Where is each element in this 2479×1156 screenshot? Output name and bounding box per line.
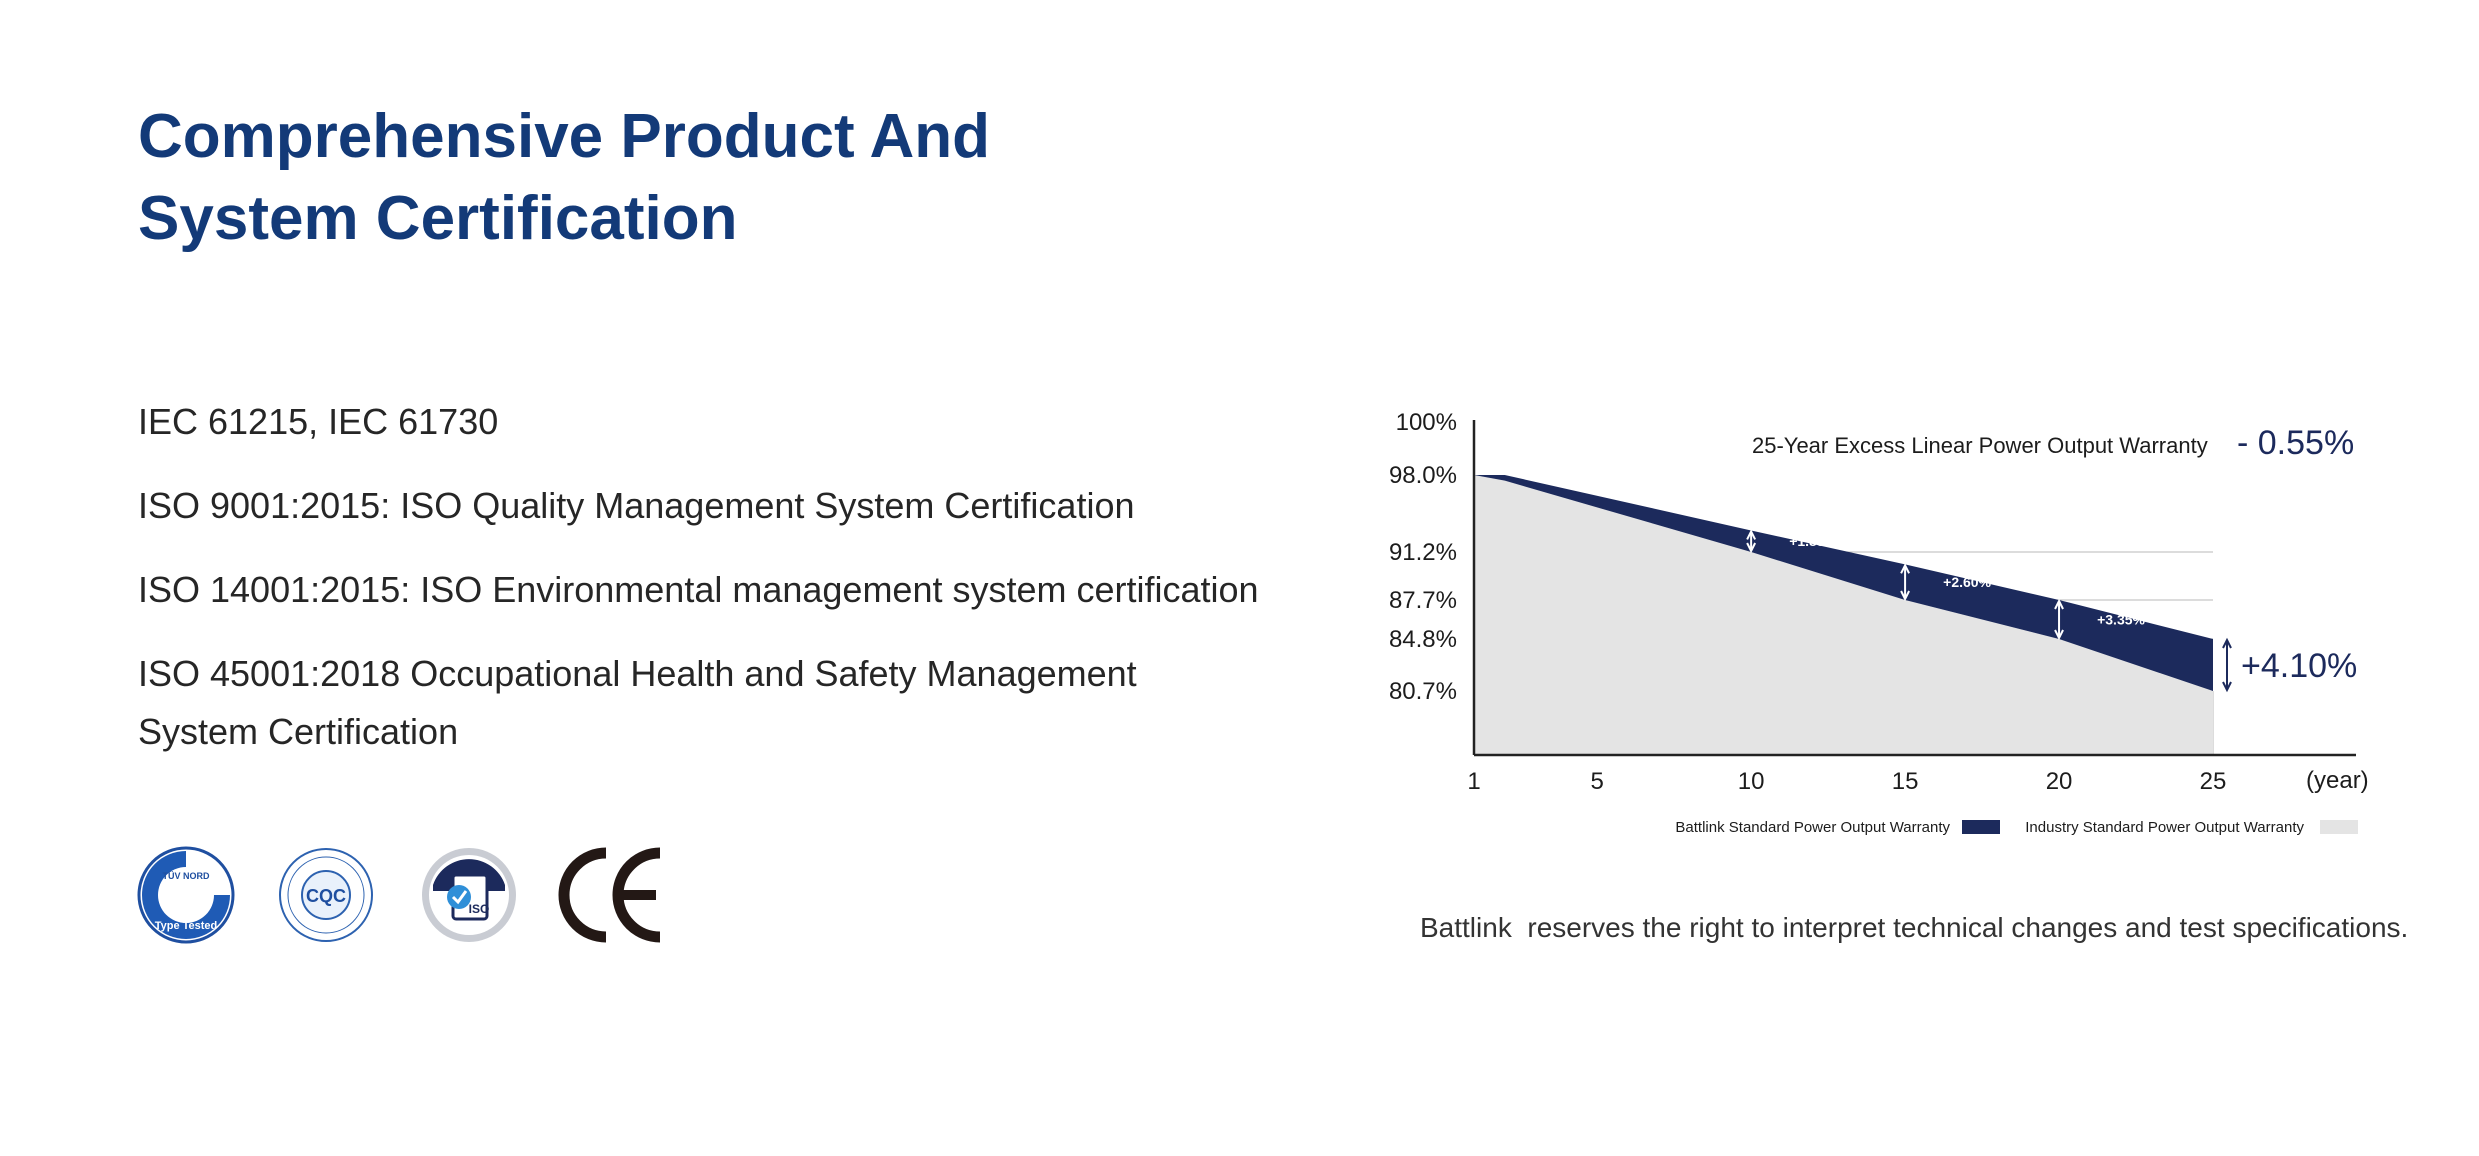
annotation-label: +3.35% bbox=[2097, 612, 2145, 628]
page-title: Comprehensive Product And System Certifi… bbox=[138, 96, 990, 260]
ce-mark-logo bbox=[558, 847, 661, 943]
y-tick-label: 84.8% bbox=[1389, 626, 1457, 653]
annotation-label: +4.10% bbox=[2241, 647, 2357, 685]
tuv-nord-logo: TÜV NORD Type Tested bbox=[137, 846, 235, 944]
cert-item-iso9001: ISO 9001:2015: ISO Quality Management Sy… bbox=[138, 485, 1135, 526]
annotation-arrow-head-top bbox=[2054, 598, 2064, 610]
tuv-nord-text: TÜV NORD bbox=[163, 871, 211, 881]
x-tick-label: 15 bbox=[1892, 768, 1919, 795]
iso-text: ISO bbox=[469, 902, 490, 916]
annotation-label: +2.60% bbox=[1943, 574, 1991, 590]
x-tick-labels: 1 5 10 15 20 25 bbox=[1467, 768, 2226, 795]
annotation-arrow-head-top bbox=[1900, 563, 1910, 574]
warranty-chart: 100% 98.0% 91.2% 87.7% 84.8% 80.7% 1 5 10 15 20 25… bbox=[1370, 390, 2400, 860]
y-tick-labels: 100% 98.0% 91.2% 87.7% 84.8% 80.7% bbox=[1389, 409, 1457, 705]
x-tick-label: 10 bbox=[1738, 768, 1765, 795]
y-tick-label: 91.2% bbox=[1389, 539, 1457, 566]
cqc-text: CQC bbox=[306, 886, 346, 906]
legend-swatch bbox=[2320, 820, 2358, 834]
annotation-arrow-head-top bbox=[1746, 529, 1757, 540]
legend-label: Industry Standard Power Output Warranty bbox=[2025, 819, 2304, 836]
chart-annotations: +1.85% +2.60% +3.35% +4.10% bbox=[1746, 529, 2357, 693]
legend-label: Battlink Standard Power Output Warranty bbox=[1675, 819, 1950, 836]
degradation-label: - 0.55% bbox=[2237, 424, 2354, 462]
cqc-logo: CQC bbox=[279, 848, 373, 942]
x-tick-label: 5 bbox=[1590, 768, 1603, 795]
x-tick-label: 25 bbox=[2200, 768, 2227, 795]
annotation-label: +1.85% bbox=[1789, 533, 1837, 549]
y-tick-label: 98.0% bbox=[1389, 462, 1457, 489]
industry-standard-area bbox=[1474, 475, 2213, 755]
annotation-arrow-head-top bbox=[2222, 637, 2232, 649]
x-tick-label: 20 bbox=[2046, 768, 2073, 795]
tuv-type-tested-text: Type Tested bbox=[155, 920, 218, 932]
x-tick-label: 1 bbox=[1467, 768, 1480, 795]
page-title-line1: Comprehensive Product And bbox=[138, 102, 991, 171]
y-tick-label: 87.7% bbox=[1389, 587, 1457, 614]
chart-legend: Battlink Standard Power Output Warranty I… bbox=[1675, 819, 2358, 836]
cert-item-iso14001: ISO 14001:2015: ISO Environmental manage… bbox=[138, 569, 1259, 610]
page-title-line2: System Certification bbox=[138, 184, 738, 253]
annotation-arrow-head-bottom bbox=[2222, 681, 2232, 693]
warranty-chart-svg: 100%98.0%91.2%87.7%84.8%80.7% 1 5 10 15 20 25… bbox=[1389, 409, 2369, 836]
x-axis-label: (year) bbox=[2306, 767, 2369, 794]
annotation-arrow-head-bottom bbox=[2054, 629, 2064, 641]
cert-item-iec: IEC 61215, IEC 61730 bbox=[138, 401, 499, 442]
footer-note: Battlink reserves the right to interpret… bbox=[1420, 912, 2409, 943]
chart-axes bbox=[1472, 420, 2356, 757]
certification-list: IEC 61215, IEC 61730 ISO 9001:2015: ISO … bbox=[138, 393, 1318, 761]
annotation-arrow-head-bottom bbox=[1900, 590, 1910, 602]
legend-swatch bbox=[1962, 820, 2000, 834]
chart-title: 25-Year Excess Linear Power Output Warra… bbox=[1752, 433, 2208, 458]
iso-logo: ISO bbox=[422, 848, 516, 942]
annotation-arrow-head-bottom bbox=[1746, 542, 1757, 554]
cert-item-iso45001: ISO 45001:2018 Occupational Health and S… bbox=[138, 653, 1137, 752]
y-tick-label: 80.7% bbox=[1389, 678, 1457, 705]
y-tick-label: 100% bbox=[1396, 409, 1457, 436]
